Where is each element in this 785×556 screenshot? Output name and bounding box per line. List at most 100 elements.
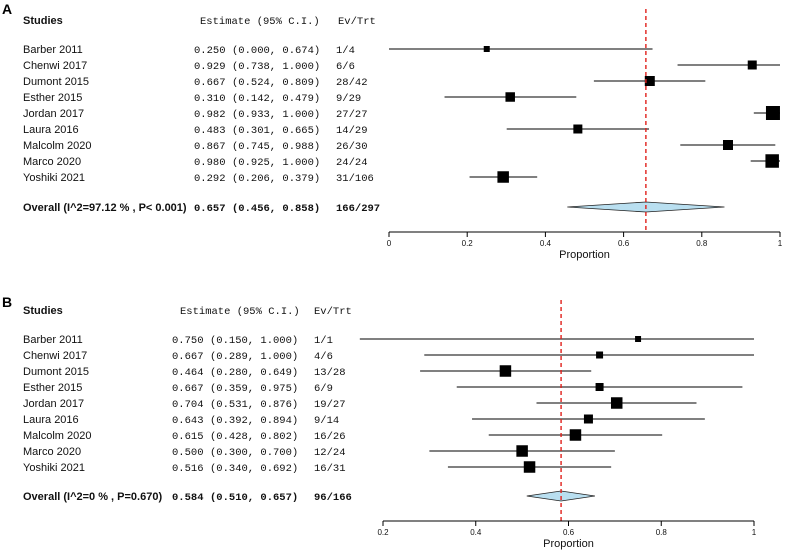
panel-b-study-marker: [523, 461, 536, 473]
panel-a-x-tick-label: 0.2: [462, 239, 474, 248]
panel-b-study-estimate: 0.667: [172, 383, 204, 395]
panel-a-overall-estimate: 0.657: [194, 203, 226, 215]
panel-a-study-name: Barber 2011: [23, 44, 83, 56]
panel-b-study-evtrt: 16/31: [314, 463, 346, 475]
panel-a-study-name: Esther 2015: [23, 92, 82, 104]
panel-a-study-ci: (0.206, 0.379): [232, 173, 320, 185]
panel-a-study-marker: [505, 92, 515, 102]
panel-a-study-marker: [644, 76, 655, 86]
panel-a-study-evtrt: 24/24: [336, 157, 368, 169]
panel-b-x-axis-label: Proportion: [543, 538, 594, 550]
panel-b-study-name: Yoshiki 2021: [23, 462, 85, 474]
panel-a-study-name: Dumont 2015: [23, 76, 89, 88]
panel-a-study-evtrt: 28/42: [336, 77, 368, 89]
panel-b-study-evtrt: 9/14: [314, 415, 339, 427]
panel-a-study-estimate: 0.310: [194, 93, 226, 105]
panel-a-study-evtrt: 1/4: [336, 45, 355, 57]
panel-b-study-name: Marco 2020: [23, 446, 81, 458]
panel-b-study-evtrt: 19/27: [314, 399, 346, 411]
panel-a-study-ci: (0.301, 0.665): [232, 125, 320, 137]
panel-b-study-marker: [635, 336, 642, 342]
panel-b-study-name: Chenwi 2017: [23, 350, 87, 362]
panel-a-study-marker: [765, 154, 779, 168]
panel-b-study-ci: (0.289, 1.000): [210, 351, 298, 363]
panel-a-study-evtrt: 14/29: [336, 125, 368, 137]
panel-a-study-ci: (0.142, 0.479): [232, 93, 320, 105]
panel-a-x-tick-label: 0.6: [618, 239, 630, 248]
panel-a-study-ci: (0.925, 1.000): [232, 157, 320, 169]
panel-b-overall-label: Overall (I^2=0 % , P=0.670): [23, 491, 162, 503]
panel-b-study-ci: (0.150, 1.000): [210, 335, 298, 347]
panel-a-study-ci: (0.745, 0.988): [232, 141, 320, 153]
panel-b-header-estimate: Estimate (95% C.I.): [180, 306, 300, 318]
panel-b-study-ci: (0.280, 0.649): [210, 367, 298, 379]
panel-a-study-ci: (0.524, 0.809): [232, 77, 320, 89]
panel-a-x-tick-label: 0.4: [540, 239, 552, 248]
panel-a-x-tick-label: 1: [778, 239, 783, 248]
panel-b-study-name: Barber 2011: [23, 334, 83, 346]
panel-a-study-ci: (0.933, 1.000): [232, 109, 320, 121]
panel-b-study-name: Dumont 2015: [23, 366, 89, 378]
panel-b-study-ci: (0.340, 0.692): [210, 463, 298, 475]
panel-b-study-estimate: 0.704: [172, 399, 204, 411]
panel-b-label: B: [2, 294, 12, 310]
panel-b-study-ci: (0.300, 0.700): [210, 447, 298, 459]
panel-a-label: A: [2, 1, 12, 17]
panel-b-x-tick-label: 0.6: [563, 528, 575, 537]
panel-a-study-marker: [573, 124, 583, 134]
panel-a-study-name: Malcolm 2020: [23, 140, 91, 152]
panel-b-study-estimate: 0.500: [172, 447, 204, 459]
panel-a-header-estimate: Estimate (95% C.I.): [200, 16, 320, 28]
panel-b-study-ci: (0.392, 0.894): [210, 415, 298, 427]
panel-b-study-evtrt: 1/1: [314, 335, 333, 347]
panel-b-study-marker: [499, 365, 512, 377]
panel-a-x-tick-label: 0.8: [696, 239, 708, 248]
panel-a-study-estimate: 0.929: [194, 61, 226, 73]
panel-a-header-evtrt: Ev/Trt: [338, 16, 376, 28]
panel-b-study-evtrt: 4/6: [314, 351, 333, 363]
panel-b-study-estimate: 0.615: [172, 431, 204, 443]
panel-b-header-studies: Studies: [23, 305, 63, 317]
panel-a-study-evtrt: 26/30: [336, 141, 368, 153]
panel-a-study-estimate: 0.483: [194, 125, 226, 137]
panel-b-study-marker: [596, 351, 604, 359]
panel-b-study-estimate: 0.516: [172, 463, 204, 475]
panel-b-study-evtrt: 6/9: [314, 383, 333, 395]
panel-b-study-name: Malcolm 2020: [23, 430, 91, 442]
panel-a-study-name: Chenwi 2017: [23, 60, 87, 72]
panel-b-study-ci: (0.359, 0.975): [210, 383, 298, 395]
panel-a-study-marker: [765, 106, 780, 120]
panel-b-study-estimate: 0.750: [172, 335, 204, 347]
panel-b-study-evtrt: 13/28: [314, 367, 346, 379]
panel-a-study-marker: [722, 140, 733, 150]
panel-b-overall-ci: (0.510, 0.657): [210, 492, 298, 504]
panel-b-study-name: Esther 2015: [23, 382, 82, 394]
panel-a-overall-evtrt: 166/297: [336, 203, 380, 215]
panel-a-header-studies: Studies: [23, 15, 63, 27]
panel-b-study-marker: [610, 397, 623, 409]
panel-b-study-marker: [516, 445, 528, 457]
panel-a-study-marker: [497, 171, 509, 183]
panel-b-study-estimate: 0.667: [172, 351, 204, 363]
panel-a-study-estimate: 0.982: [194, 109, 226, 121]
panel-a-study-name: Jordan 2017: [23, 108, 84, 120]
panel-a-study-estimate: 0.667: [194, 77, 226, 89]
panel-b-study-estimate: 0.643: [172, 415, 204, 427]
panel-b-overall-estimate: 0.584: [172, 492, 204, 504]
panel-b-study-estimate: 0.464: [172, 367, 204, 379]
panel-a-study-evtrt: 9/29: [336, 93, 361, 105]
panel-a-study-estimate: 0.867: [194, 141, 226, 153]
panel-a-study-ci: (0.000, 0.674): [232, 45, 320, 57]
panel-a-study-evtrt: 27/27: [336, 109, 368, 121]
panel-b-x-tick-label: 0.2: [377, 528, 389, 537]
panel-a-x-tick-label: 0: [387, 239, 392, 248]
panel-a-study-ci: (0.738, 1.000): [232, 61, 320, 73]
panel-a-overall-label: Overall (I^2=97.12 % , P< 0.001): [23, 202, 187, 214]
panel-a-study-evtrt: 31/106: [336, 173, 374, 185]
panel-b-header-evtrt: Ev/Trt: [314, 306, 352, 318]
panel-b-x-tick-label: 0.4: [470, 528, 482, 537]
panel-b-study-ci: (0.428, 0.802): [210, 431, 298, 443]
panel-a-study-name: Laura 2016: [23, 124, 79, 136]
panel-b-study-evtrt: 16/26: [314, 431, 346, 443]
